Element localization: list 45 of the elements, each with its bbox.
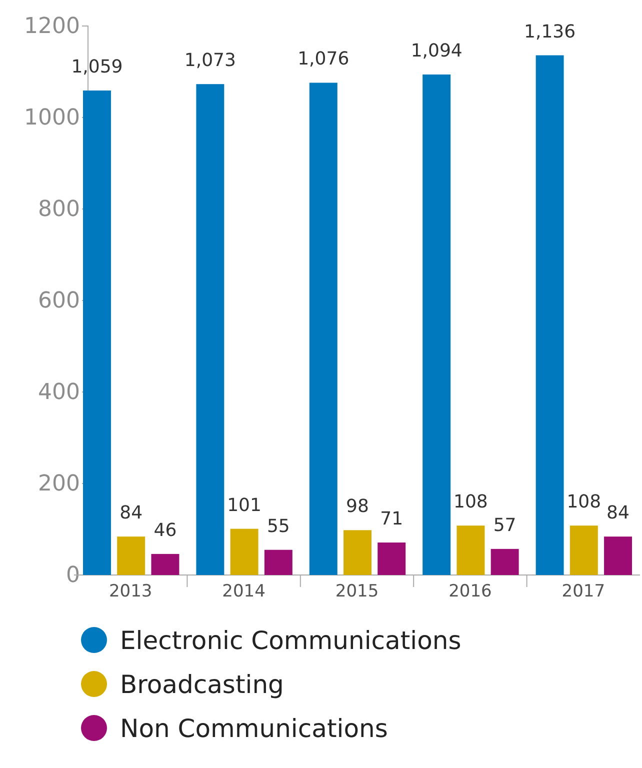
data-label: 57: [493, 514, 516, 536]
bar: [309, 82, 338, 575]
data-label: 1,076: [298, 48, 350, 70]
bar: [570, 526, 598, 575]
bar: [604, 536, 632, 575]
bar: [490, 548, 519, 575]
x-tick-label: 2015: [335, 582, 379, 602]
data-label: 71: [380, 508, 404, 530]
bar: [422, 74, 451, 575]
data-label: 1,136: [524, 21, 576, 42]
y-tick-label: 0: [66, 563, 80, 588]
y-tick-label: 600: [38, 288, 80, 314]
bar: [151, 554, 180, 575]
data-label: 108: [454, 492, 488, 513]
data-label: 46: [154, 520, 177, 541]
data-label: 84: [606, 502, 630, 524]
y-tick-label: 200: [38, 472, 80, 497]
bar: [378, 542, 406, 575]
legend-label: Electronic Communications: [120, 626, 462, 655]
x-tick-label: 2014: [222, 582, 266, 602]
bar: [536, 55, 564, 575]
bar: [344, 530, 372, 575]
data-label: 101: [227, 494, 262, 516]
data-label: 1,059: [71, 56, 123, 78]
bar: [264, 550, 292, 575]
y-tick-label: 800: [38, 197, 80, 222]
data-label: 98: [346, 496, 369, 518]
data-label: 108: [566, 492, 602, 513]
legend-label: Non Communications: [120, 714, 388, 743]
bar: [230, 528, 258, 575]
bar: [196, 84, 224, 575]
legend-label: Broadcasting: [120, 670, 284, 699]
bar: [456, 526, 485, 575]
bar: [117, 536, 146, 575]
data-label: 84: [120, 502, 143, 524]
bar: [83, 90, 111, 575]
x-tick-label: 2016: [448, 582, 492, 602]
x-tick-label: 2013: [108, 582, 152, 602]
data-label: 1,073: [184, 50, 236, 72]
x-tick-label: 2017: [562, 582, 606, 602]
data-label: 1,094: [410, 40, 462, 62]
y-tick-label: 1000: [24, 106, 80, 131]
y-tick-label: 400: [38, 380, 80, 406]
y-tick-label: 1200: [24, 14, 80, 40]
data-label: 55: [266, 516, 290, 537]
